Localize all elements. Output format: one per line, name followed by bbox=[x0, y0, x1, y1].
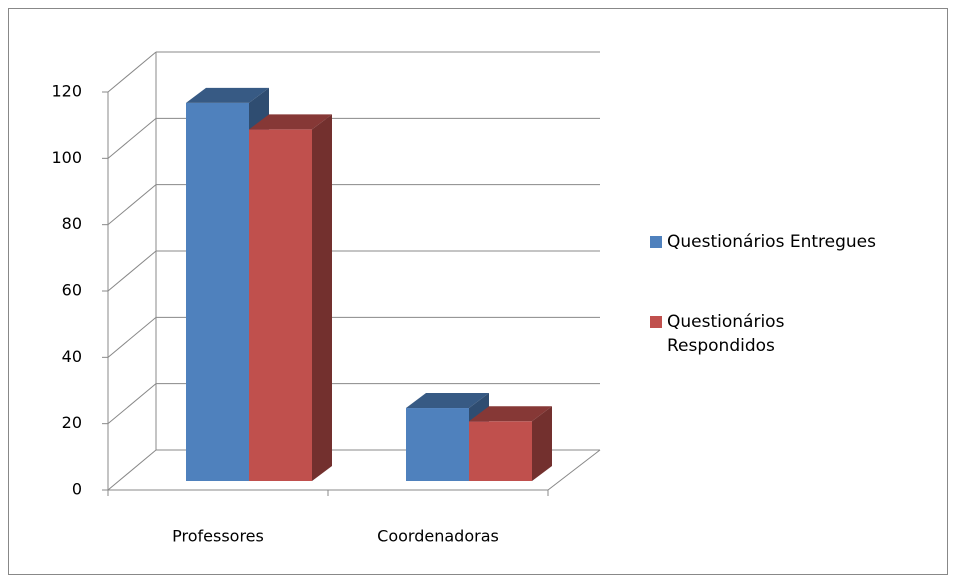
bar-top bbox=[469, 406, 552, 422]
legend-item: Questionários Respondidos bbox=[650, 310, 830, 358]
y-tick-label: 40 bbox=[62, 347, 82, 366]
y-tick-label: 80 bbox=[62, 214, 82, 233]
y-tick-label: 60 bbox=[62, 281, 82, 300]
legend-label: Questionários Entregues bbox=[667, 232, 876, 252]
x-tick-label: Coordenadoras bbox=[377, 527, 499, 546]
grid-line bbox=[107, 184, 157, 226]
bar-front bbox=[406, 408, 469, 481]
legend-item: Questionários Entregues bbox=[650, 230, 950, 254]
legend-swatch bbox=[650, 236, 662, 248]
grid-line bbox=[107, 117, 157, 159]
grid-line bbox=[107, 51, 157, 93]
y-tick-label: 20 bbox=[62, 413, 82, 432]
legend-label: Questionários Respondidos bbox=[667, 312, 785, 356]
bar-top bbox=[406, 393, 489, 409]
grid-line bbox=[107, 250, 157, 292]
bar-top bbox=[249, 114, 332, 130]
bar-front bbox=[469, 421, 532, 481]
bar-side bbox=[312, 114, 332, 481]
bar-top bbox=[186, 87, 269, 103]
bar bbox=[469, 406, 552, 481]
floor-edge bbox=[547, 449, 601, 491]
grid-line bbox=[107, 383, 157, 425]
bar-front bbox=[186, 102, 249, 482]
x-tick-label: Professores bbox=[172, 527, 264, 546]
y-tick-label: 0 bbox=[72, 480, 82, 499]
bar bbox=[249, 114, 332, 481]
y-tick-label: 120 bbox=[51, 82, 82, 101]
legend-swatch bbox=[650, 316, 662, 328]
bar-side bbox=[532, 406, 552, 481]
grid-line bbox=[107, 449, 157, 491]
bar-front bbox=[249, 129, 312, 481]
y-tick-label: 100 bbox=[51, 148, 82, 167]
grid-line bbox=[107, 316, 157, 358]
